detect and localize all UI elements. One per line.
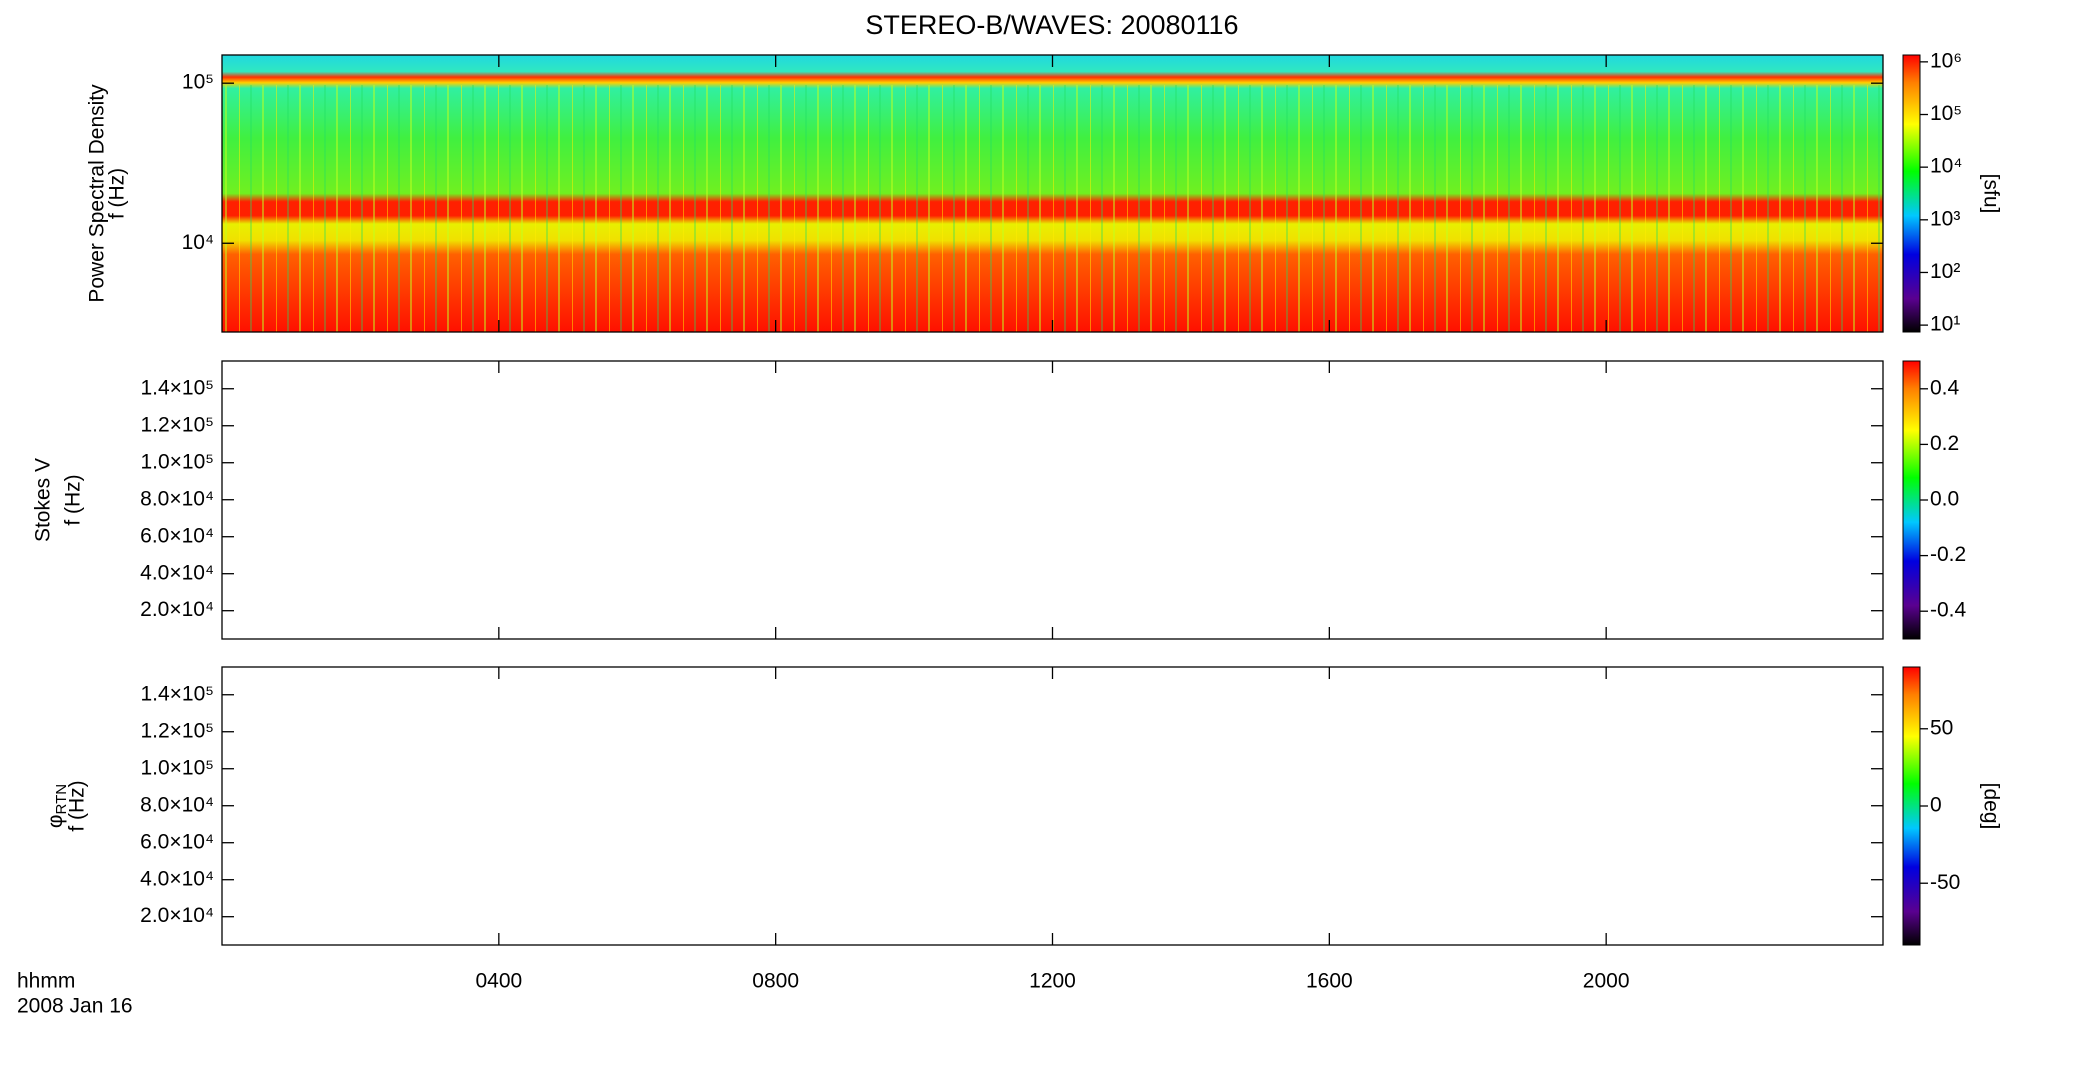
colorbar-tick-label: 0	[1930, 794, 1942, 817]
colorbar-label: [sfu]	[1979, 174, 2002, 214]
y-tick-label: 1.4×10⁵	[140, 376, 214, 399]
y-tick-label: 8.0×10⁴	[140, 487, 214, 510]
y-tick-label: 1.4×10⁵	[140, 682, 214, 705]
y-axis-label: f (Hz)	[66, 780, 89, 831]
colorbar-tick-label: 10¹	[1930, 313, 1960, 336]
y-tick-label: 1.2×10⁵	[140, 719, 214, 742]
y-tick-label: 8.0×10⁴	[140, 793, 214, 816]
y-tick-label: 2.0×10⁴	[140, 904, 214, 927]
y-tick-label: 6.0×10⁴	[140, 830, 214, 853]
y-tick-label: 10⁴	[182, 231, 214, 254]
y-tick-label: 2.0×10⁴	[140, 598, 214, 621]
x-tick-label: 2000	[1583, 970, 1630, 993]
x-axis-label: hhmm	[17, 970, 75, 993]
colorbar-tick-label: 0.0	[1930, 488, 1959, 511]
x-tick-label: 1600	[1306, 970, 1353, 993]
y-tick-label: 1.0×10⁵	[140, 756, 214, 779]
colorbar-tick-label: 10⁴	[1930, 155, 1962, 178]
colorbar-tick-label: 0.4	[1930, 376, 1960, 399]
y-tick-label: 1.2×10⁵	[140, 413, 214, 436]
plot-frame	[221, 360, 1884, 640]
colorbar	[1902, 360, 1921, 640]
y-tick-label: 6.0×10⁴	[140, 524, 214, 547]
y-axis-label: φRTN	[44, 784, 70, 828]
symbol: φ	[44, 814, 67, 828]
y-axis-label: Stokes V	[32, 458, 55, 542]
y-tick-label: 4.0×10⁴	[140, 561, 214, 584]
y-axis-label: f (Hz)	[106, 168, 129, 219]
y-axis-label: Power Spectral Density	[86, 84, 109, 303]
x-tick-label: 1200	[1029, 970, 1076, 993]
y-tick-label: 1.0×10⁵	[140, 450, 214, 473]
y-axis-label: f (Hz)	[62, 474, 85, 525]
colorbar-label: [deg]	[1979, 783, 2002, 830]
y-tick-label: 10⁵	[182, 71, 214, 94]
chart-title: STEREO-B/WAVES: 20080116	[865, 10, 1238, 40]
colorbar	[1902, 54, 1921, 333]
plot-frame	[221, 666, 1884, 946]
subscript: RTN	[53, 784, 70, 815]
x-axis-label: 2008 Jan 16	[17, 995, 133, 1018]
colorbar-tick-label: -0.2	[1930, 543, 1966, 566]
colorbar-tick-label: 10⁶	[1930, 49, 1962, 72]
colorbar-tick-label: 10⁵	[1930, 102, 1962, 125]
colorbar-tick-label: -50	[1930, 871, 1960, 894]
x-tick-label: 0400	[475, 970, 522, 993]
colorbar	[1902, 666, 1921, 946]
colorbar-tick-label: 10²	[1930, 260, 1960, 283]
x-tick-label: 0800	[752, 970, 799, 993]
colorbar-tick-label: 0.2	[1930, 432, 1959, 455]
colorbar-tick-label: 10³	[1930, 207, 1960, 230]
colorbar-tick-label: -0.4	[1930, 599, 1967, 622]
colorbar-tick-label: 50	[1930, 716, 1953, 739]
y-tick-label: 4.0×10⁴	[140, 867, 214, 890]
spectrogram-texture	[222, 85, 1883, 332]
